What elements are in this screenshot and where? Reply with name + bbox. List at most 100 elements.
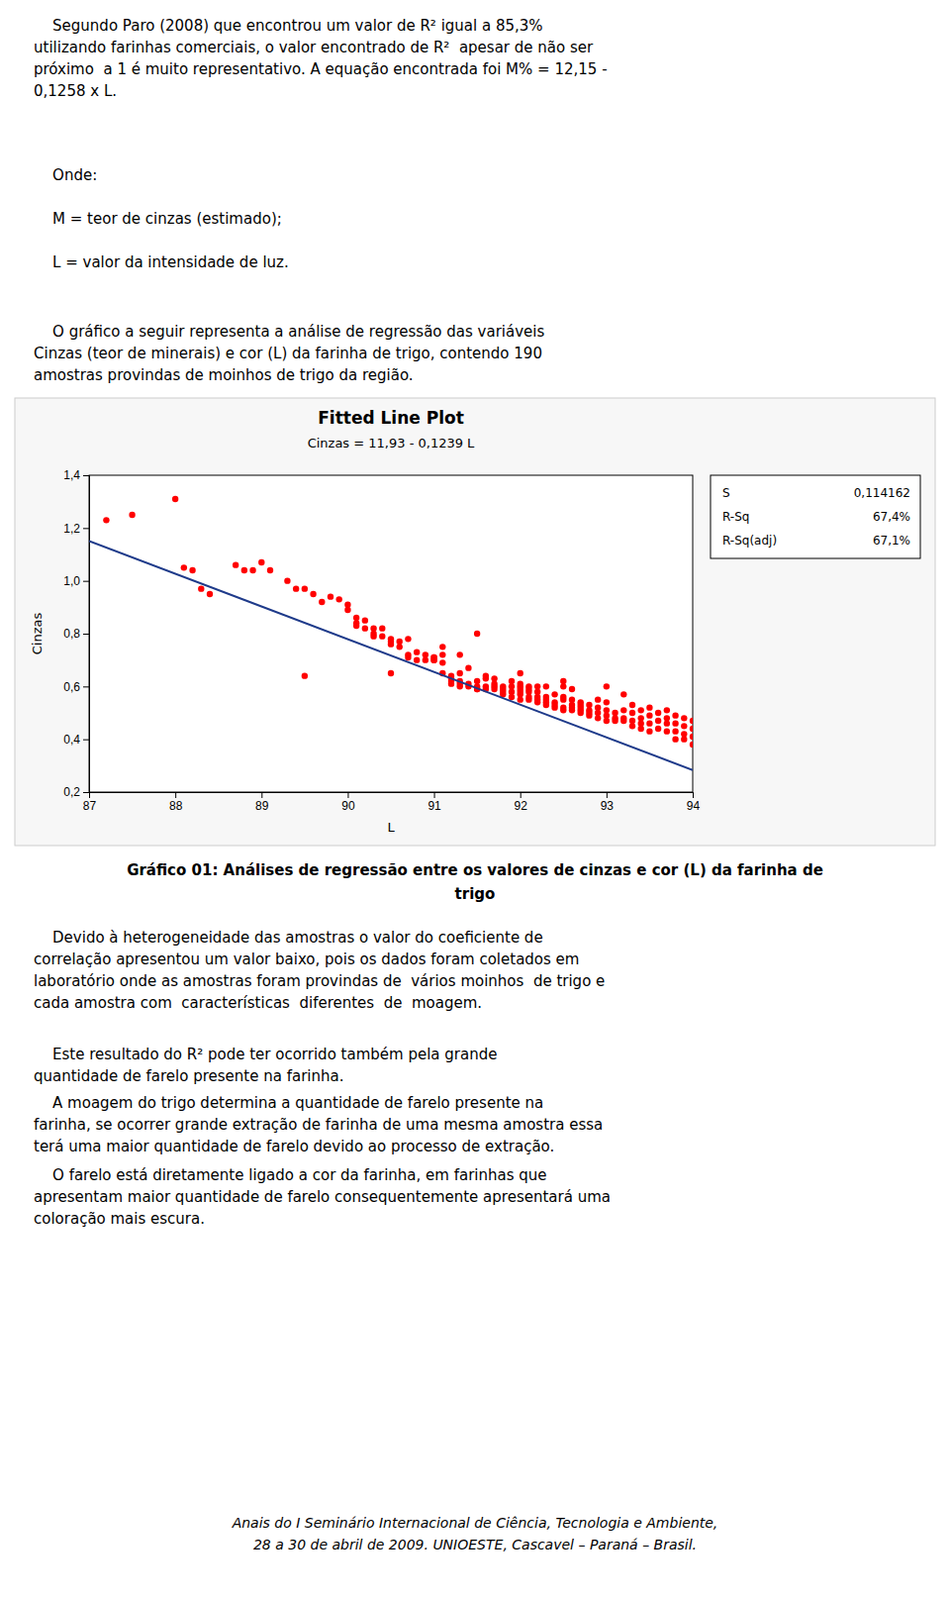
scatter-point (525, 695, 532, 702)
scatter-point (387, 640, 394, 647)
paragraph-line: Cinzas (teor de minerais) e cor (L) da f… (33, 344, 543, 363)
y-tick: 0,2 (63, 784, 90, 799)
stats-box: S0,114162R-Sq67,4%R-Sq(adj)67,1% (710, 475, 921, 559)
scatter-point (646, 719, 653, 726)
scatter-point (517, 669, 524, 676)
scatter-point (689, 741, 693, 748)
page: Segundo Paro (2008) que encontrou um val… (0, 0, 950, 1600)
x-axis-line (90, 792, 694, 799)
scatter-point (543, 682, 550, 689)
scatter-point (680, 722, 687, 729)
x-tick-mark (261, 791, 263, 798)
stats-box-frame (710, 475, 921, 559)
chart-subtitle: Cinzas = 11,93 - 0,1239 L (307, 435, 475, 451)
scatter-point (379, 632, 385, 639)
x-tick: 87 (83, 791, 97, 813)
scatter-point (457, 651, 464, 658)
x-tick: 94 (686, 791, 701, 813)
paragraph-line: farinha, se ocorrer grande extração de f… (33, 1115, 603, 1134)
scatter-point (585, 711, 592, 718)
x-tick-mark (606, 791, 608, 798)
y-tick: 1,0 (63, 573, 90, 588)
scatter-point (439, 659, 446, 665)
x-tick-label: 89 (255, 798, 270, 813)
scatter-point (543, 701, 550, 708)
scatter-point (181, 564, 188, 570)
y-axis-title: Cinzas (29, 612, 45, 656)
scatter-point (655, 725, 662, 732)
scatter-point (439, 651, 446, 658)
scatter-point (387, 669, 394, 676)
scatter-point (577, 709, 584, 716)
scatter-point (655, 709, 662, 716)
scatter-point (301, 584, 308, 591)
scatter-point (413, 656, 420, 663)
x-tick: 92 (514, 791, 529, 813)
fitted-line (89, 540, 693, 769)
x-axis-title: L (386, 819, 395, 835)
caption-line: trigo (455, 884, 496, 903)
paragraph-line: utilizando farinhas comerciais, o valor … (33, 38, 594, 57)
caption-line: Gráfico 01: Análises de regressão entre … (126, 860, 824, 879)
scatter-point (102, 516, 109, 523)
x-axis: 8788899091929394 (83, 791, 701, 813)
y-tick-mark (83, 791, 90, 793)
y-tick-label: 1,4 (63, 468, 81, 482)
x-tick-label: 91 (427, 798, 442, 813)
y-tick: 1,4 (63, 468, 90, 482)
paragraph-line: cada amostra com características diferen… (33, 993, 482, 1012)
footer-line: 28 a 30 de abril de 2009. UNIOESTE, Casc… (253, 1535, 697, 1552)
paragraph-line: coloração mais escura. (33, 1209, 205, 1228)
scatter-point (370, 632, 377, 639)
scatter-point (482, 674, 489, 681)
paragraph-line: apresentam maior quantidade de farelo co… (33, 1187, 611, 1206)
y-axis: 0,20,40,60,81,01,21,4 (63, 468, 90, 799)
scatter-point (620, 690, 627, 697)
scatter-point (620, 706, 627, 713)
scatter-point (206, 590, 213, 597)
plot-background (89, 475, 693, 792)
footer-line: Anais do I Seminário Internacional de Ci… (231, 1514, 719, 1530)
y-tick: 0,4 (63, 732, 90, 747)
scatter-point (430, 656, 437, 663)
scatter-point (680, 714, 687, 721)
x-tick-mark (520, 791, 522, 798)
paragraph-line: Este resultado do R² pode ter ocorrido t… (33, 1045, 497, 1063)
scatter-point (517, 695, 524, 702)
paragraph-line: A moagem do trigo determina a quantidade… (33, 1093, 544, 1112)
scatter-point (327, 592, 334, 599)
x-tick: 89 (255, 791, 270, 813)
scatter-point (362, 616, 369, 623)
scatter-point (396, 638, 403, 645)
scatter-point (284, 576, 290, 583)
paragraph-line: laboratório onde as amostras foram provi… (33, 971, 605, 990)
scatter-point (689, 725, 693, 732)
y-tick-label: 1,2 (63, 521, 81, 536)
scatter-point (689, 717, 693, 724)
x-tick-mark (175, 791, 177, 798)
scatter-point (189, 567, 195, 573)
scatter-point (689, 733, 693, 740)
x-tick-label: 87 (83, 798, 97, 813)
scatter-point (457, 682, 464, 689)
x-tick: 91 (427, 791, 442, 813)
paragraph-line: Segundo Paro (2008) que encontrou um val… (33, 16, 544, 35)
scatter-point (292, 584, 299, 591)
scatter-point (508, 693, 515, 700)
scatter-point (249, 567, 256, 573)
y-tick: 0,8 (63, 626, 90, 641)
scatter-point (569, 706, 575, 713)
x-tick-label: 93 (600, 798, 615, 813)
scatter-point (241, 567, 248, 573)
scatter-point (646, 703, 653, 710)
scatter-point (671, 727, 678, 734)
paragraph-line: O gráfico a seguir representa a análise … (33, 322, 545, 341)
paragraph-line: terá uma maior quantidade de farelo devi… (33, 1137, 555, 1155)
stats-label: R-Sq (722, 509, 750, 524)
x-tick-label: 90 (341, 798, 356, 813)
stats-label: S (722, 485, 731, 500)
scatter-point (465, 664, 472, 670)
stats-label: R-Sq(adj) (722, 533, 777, 548)
scatter-point (267, 567, 274, 573)
scatter-point (336, 595, 343, 602)
